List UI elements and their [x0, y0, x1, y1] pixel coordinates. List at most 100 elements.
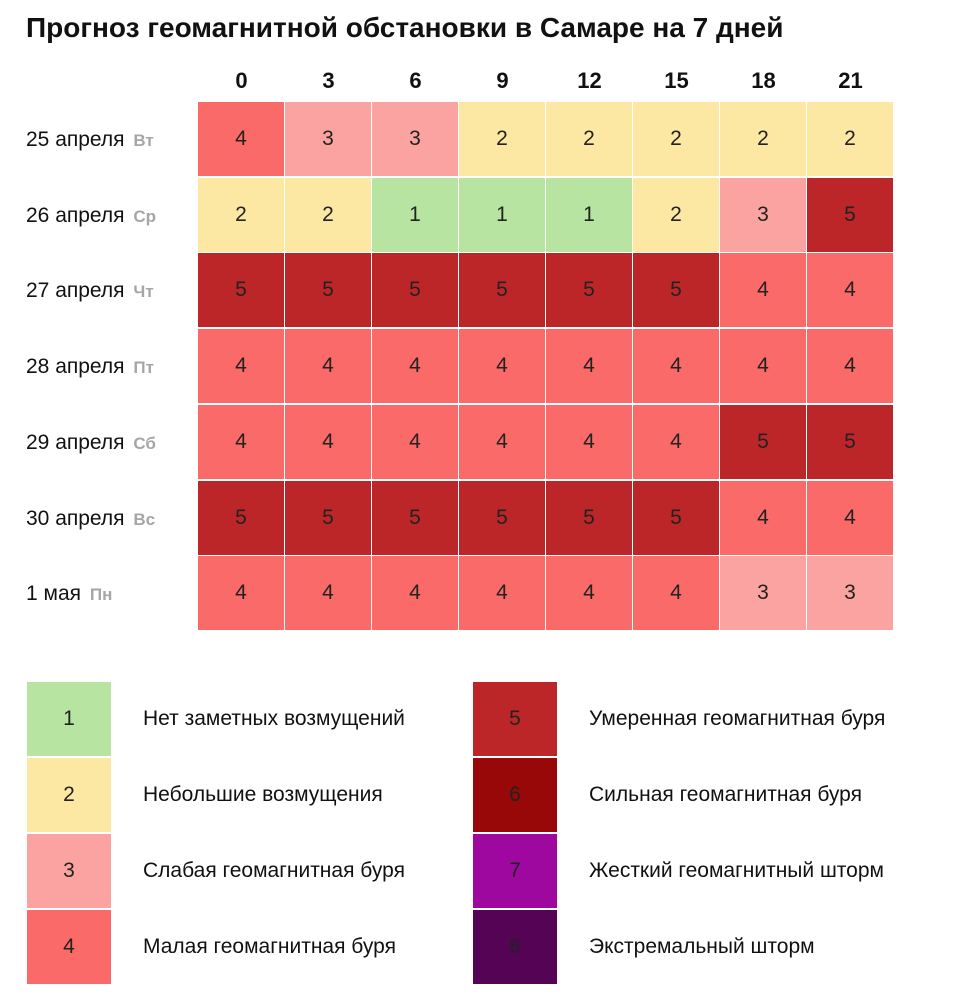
hour-axis: 0 3 6 9 12 15 18 21	[198, 64, 894, 98]
heatmap-cell: 5	[285, 480, 371, 555]
hour-label: 9	[496, 68, 509, 93]
heatmap-cell: 5	[459, 480, 545, 555]
legend-label: Жесткий геомагнитный шторм	[589, 859, 884, 882]
row-date: 30 апреля	[26, 506, 125, 530]
heatmap-cell: 5	[807, 177, 893, 252]
heatmap-cell: 5	[459, 253, 545, 328]
legend-swatch: 2	[27, 758, 111, 832]
row-date: 26 апреля	[26, 203, 125, 227]
legend-swatch: 8	[473, 910, 557, 984]
heatmap-cell: 5	[198, 480, 284, 555]
hour-label: 12	[577, 68, 602, 93]
heatmap-cell: 2	[198, 177, 284, 252]
heatmap-cell: 4	[633, 556, 719, 631]
legend-label: Малая геомагнитная буря	[143, 935, 396, 958]
heatmap-cell: 4	[285, 404, 371, 479]
heatmap-cell: 1	[459, 177, 545, 252]
legend-label: Умеренная геомагнитная буря	[589, 707, 886, 730]
legend-swatch: 6	[473, 758, 557, 832]
row-label: 25 апреля Вт	[26, 102, 154, 177]
heatmap-cell: 5	[285, 253, 371, 328]
heatmap-cell: 2	[807, 102, 893, 176]
row-weekday: Вт	[133, 131, 154, 150]
legend-swatch: 3	[27, 834, 111, 908]
legend-label: Небольшие возмущения	[143, 783, 383, 806]
heatmap-cell: 5	[372, 480, 458, 555]
heatmap-cell: 4	[459, 404, 545, 479]
heatmap-cell: 4	[633, 404, 719, 479]
heatmap-cell: 1	[372, 177, 458, 252]
row-weekday: Пн	[89, 585, 113, 605]
heatmap-cell: 5	[633, 253, 719, 328]
heatmap-cell: 4	[198, 404, 284, 479]
row-date: 27 апреля	[26, 279, 125, 303]
heatmap-cell: 3	[807, 556, 893, 631]
hour-label: 3	[322, 68, 335, 93]
heatmap-cell: 5	[720, 404, 806, 479]
heatmap-cell: 4	[807, 253, 893, 328]
hour-label: 15	[664, 68, 689, 93]
row-weekday: Чт	[133, 282, 154, 302]
legend-label: Слабая геомагнитная буря	[143, 859, 405, 882]
heatmap-cell: 4	[198, 329, 284, 404]
row-date: 28 апреля	[26, 355, 125, 379]
legend-swatch: 5	[473, 682, 557, 756]
heatmap-cell: 3	[720, 177, 806, 252]
heatmap-cell: 2	[459, 102, 545, 176]
heatmap-cell: 4	[546, 329, 632, 404]
heatmap-cell: 4	[198, 556, 284, 631]
heatmap-cell: 5	[372, 253, 458, 328]
heatmap-cell: 4	[372, 404, 458, 479]
heatmap-cell: 5	[198, 253, 284, 328]
row-label: 28 апреля Пт	[26, 329, 154, 404]
legend-label: Экстремальный шторм	[589, 935, 815, 958]
row-date: 25 апреля	[26, 128, 125, 151]
row-label: 30 апреля Вс	[26, 481, 155, 556]
heatmap-cell: 4	[285, 556, 371, 631]
heatmap-cell: 2	[546, 102, 632, 176]
heatmap-cell: 3	[720, 556, 806, 631]
heatmap-cell: 5	[546, 253, 632, 328]
chart-title: Прогноз геомагнитной обстановки в Самаре…	[26, 12, 784, 43]
legend-swatch: 1	[27, 682, 111, 756]
row-weekday: Ср	[133, 206, 157, 226]
heatmap-cell: 4	[807, 480, 893, 555]
heatmap-cell: 5	[633, 480, 719, 555]
legend-swatch: 4	[27, 910, 111, 984]
legend-label: Нет заметных возмущений	[143, 707, 405, 730]
heatmap-cell: 2	[633, 177, 719, 252]
heatmap-cell: 5	[546, 480, 632, 555]
legend-label: Сильная геомагнитная буря	[589, 783, 862, 806]
heatmap-cell: 4	[720, 480, 806, 555]
heatmap-cell: 4	[546, 556, 632, 631]
heatmap-cell: 4	[459, 329, 545, 404]
heatmap-cell: 2	[285, 177, 371, 252]
row-label: 26 апреля Ср	[26, 178, 156, 253]
row-label: 1 мая Пн	[26, 556, 112, 631]
heatmap-cell: 5	[807, 404, 893, 479]
heatmap-cell: 4	[198, 102, 284, 176]
heatmap-cell: 1	[546, 177, 632, 252]
row-weekday: Вс	[133, 509, 156, 529]
hour-label: 21	[838, 68, 863, 93]
hour-label: 0	[235, 68, 248, 93]
heatmap-cell: 3	[285, 102, 371, 176]
heatmap-cell: 3	[372, 102, 458, 176]
heatmap-cell: 2	[720, 102, 806, 176]
heatmap-cell: 4	[546, 404, 632, 479]
heatmap-cell: 4	[459, 556, 545, 631]
heatmap-cell: 2	[633, 102, 719, 176]
legend-swatch: 7	[473, 834, 557, 908]
row-date: 1 мая	[26, 582, 82, 606]
heatmap-cell: 4	[285, 329, 371, 404]
heatmap-cell: 4	[720, 253, 806, 328]
hour-label: 6	[409, 68, 422, 93]
heatmap-cell: 4	[372, 329, 458, 404]
heatmap-cell: 4	[633, 329, 719, 404]
heatmap-cell: 4	[720, 329, 806, 404]
heatmap-cell: 4	[807, 329, 893, 404]
row-label: 27 апреля Чт	[26, 253, 154, 328]
heatmap-cell: 4	[372, 556, 458, 631]
row-label: 29 апреля Сб	[26, 405, 156, 480]
